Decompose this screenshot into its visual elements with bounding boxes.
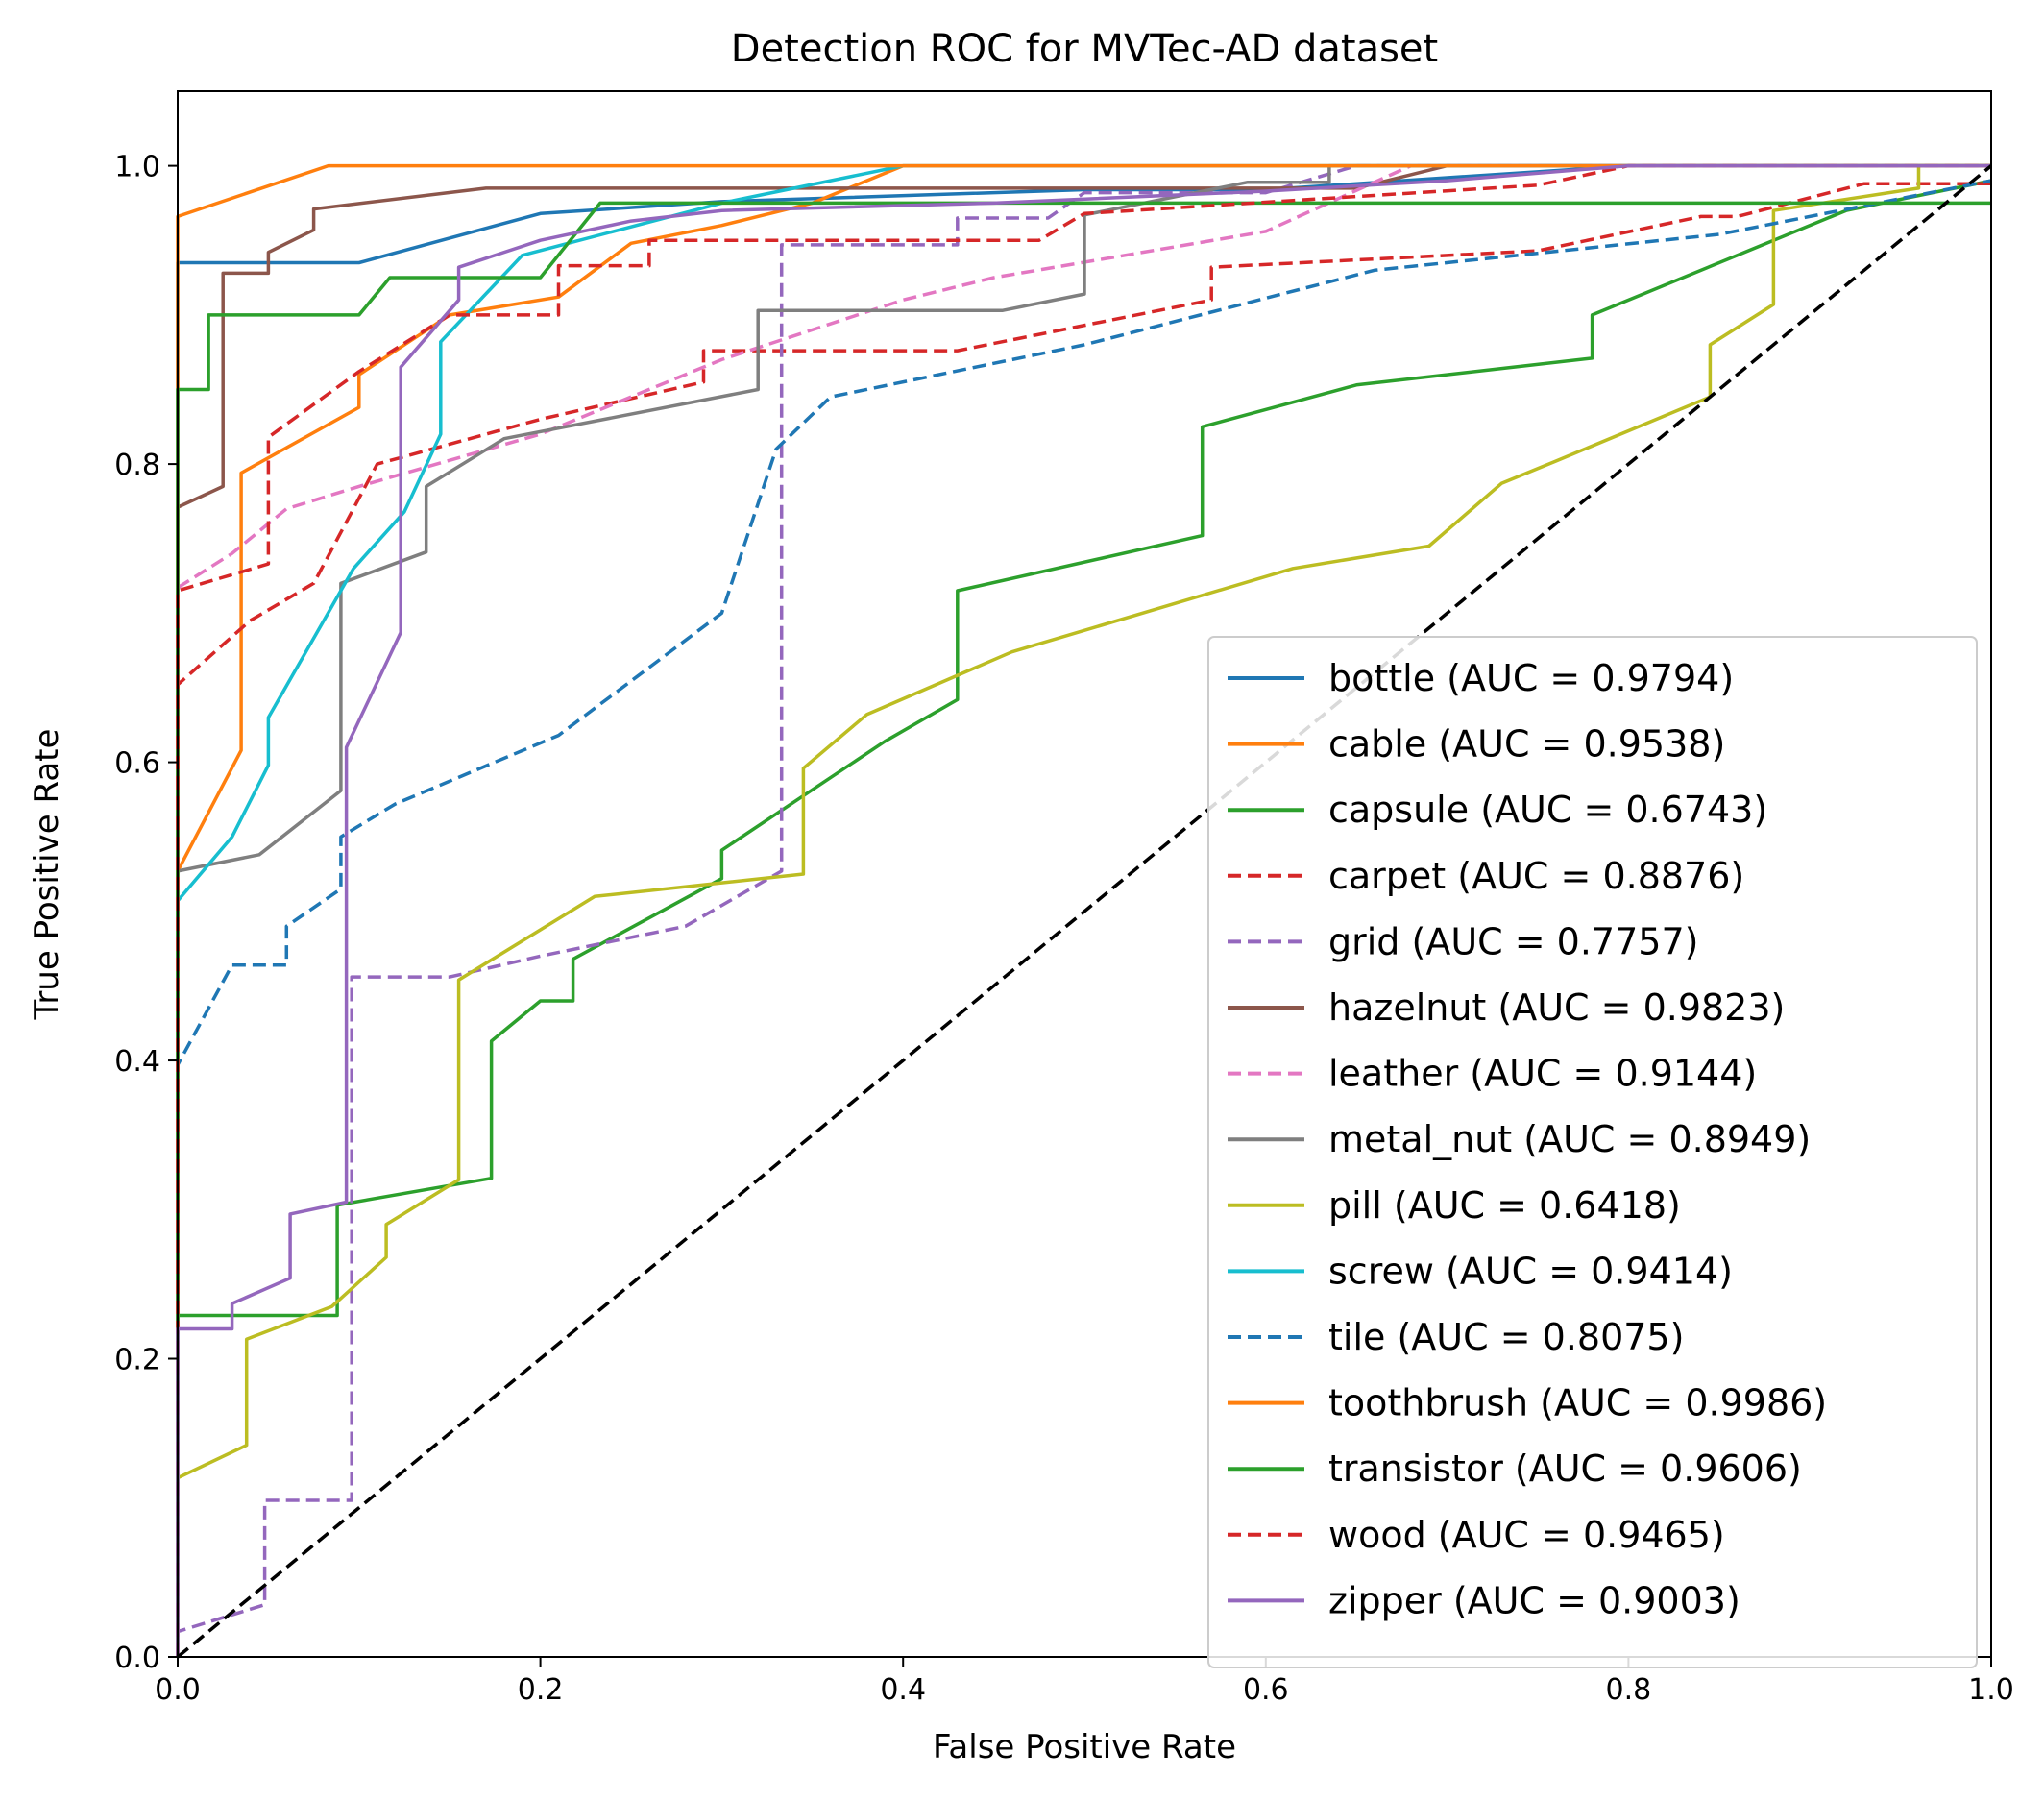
x-tick-label: 0.2 [518,1673,564,1707]
series-line-metal-nut [176,163,1991,1657]
legend-label-hazelnut: hazelnut (AUC = 0.9823) [1328,986,1785,1029]
series-line-chance [176,164,1993,1659]
series-line-zipper [176,163,1991,1657]
legend-label-transistor: transistor (AUC = 0.9606) [1328,1448,1802,1490]
plot-frame [177,90,1992,1658]
legend-label-capsule: capsule (AUC = 0.6743) [1328,789,1767,831]
x-tick-label: 0.4 [880,1673,926,1707]
legend-label-zipper: zipper (AUC = 0.9003) [1328,1579,1740,1621]
y-axis-label: True Positive Rate [28,729,66,1021]
legend-label-pill: pill (AUC = 0.6418) [1328,1184,1681,1227]
legend-label-bottle: bottle (AUC = 0.9794) [1328,657,1734,699]
x-tick-label: 0.6 [1243,1673,1289,1707]
ticks-layer: 0.0 0.2 0.4 0.6 0.8 1.0 0.0 0.2 0.4 0.6 0.8 1.0 [114,151,2014,1707]
legend-label-cable: cable (AUC = 0.9538) [1328,723,1725,766]
legend-label-tile: tile (AUC = 0.8075) [1328,1316,1684,1358]
legend-label-leather: leather (AUC = 0.9144) [1328,1053,1757,1095]
legend-label-carpet: carpet (AUC = 0.8876) [1328,855,1744,897]
legend-box [1207,636,1978,1668]
y-tick-label: 0.6 [114,747,160,781]
legend-label-wood: wood (AUC = 0.9465) [1328,1514,1725,1556]
series-line-grid [176,163,1991,1657]
legend-label-grid: grid (AUC = 0.7757) [1328,920,1698,962]
legend-label-screw: screw (AUC = 0.9414) [1328,1250,1733,1292]
y-tick-label: 0.8 [114,449,160,482]
series-line-carpet [176,182,1991,1657]
series-line-transistor [176,201,1991,1657]
series-line-wood [176,163,1991,1657]
x-axis-label: False Positive Rate [933,1728,1236,1766]
legend: bottle (AUC = 0.9794) cable (AUC = 0.9538… [1207,636,1978,1668]
y-tick-label: 0.2 [114,1344,160,1377]
chart-title: Detection ROC for MVTec-AD dataset [731,27,1438,71]
x-tick-label: 0.0 [155,1673,201,1707]
x-tick-label: 1.0 [1968,1673,2014,1707]
series-line-leather [176,163,1991,1657]
legend-label-metal-nut: metal_nut (AUC = 0.8949) [1328,1118,1811,1160]
x-tick-label: 0.8 [1606,1673,1652,1707]
series-line-tile [176,179,1992,1657]
series-line-pill [176,163,1991,1657]
y-tick-label: 1.0 [114,151,160,184]
y-tick-label: 0.4 [114,1045,160,1079]
y-tick-label: 0.0 [114,1642,160,1675]
legend-label-toothbrush: toothbrush (AUC = 0.9986) [1328,1382,1827,1424]
